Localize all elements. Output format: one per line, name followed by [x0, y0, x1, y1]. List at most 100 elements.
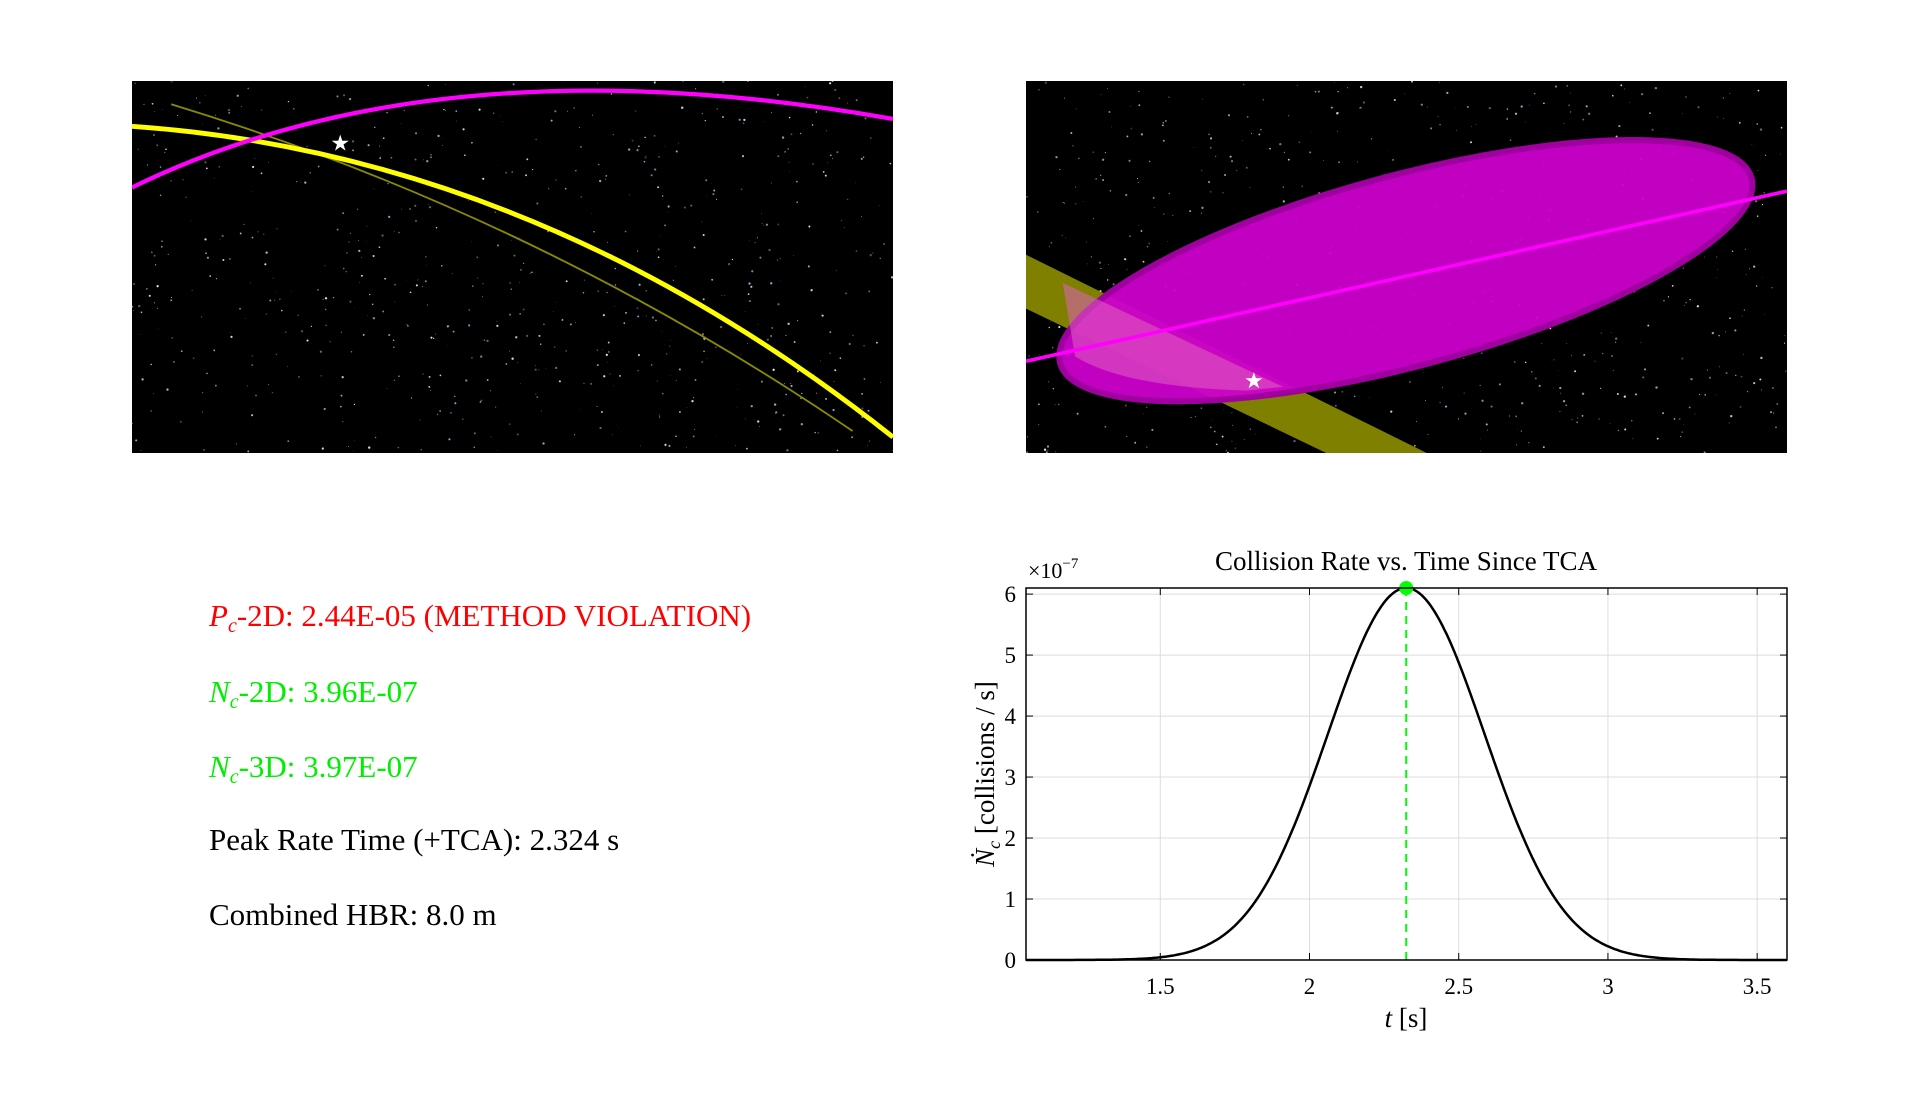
star	[763, 224, 765, 226]
star	[703, 350, 705, 353]
star	[300, 330, 304, 333]
star	[754, 242, 756, 244]
star	[520, 268, 522, 271]
star	[1201, 98, 1203, 100]
star	[398, 231, 400, 234]
star	[304, 181, 307, 184]
star	[454, 402, 457, 405]
star	[244, 317, 246, 319]
star	[636, 148, 639, 152]
star	[624, 230, 627, 233]
star	[889, 162, 892, 165]
star	[525, 174, 528, 177]
star	[324, 265, 326, 267]
star	[861, 215, 863, 217]
star	[1756, 215, 1759, 217]
star	[358, 282, 360, 283]
star	[716, 108, 719, 110]
star	[1515, 415, 1518, 418]
star	[814, 431, 816, 434]
star	[789, 170, 790, 172]
star	[354, 440, 355, 441]
star	[1490, 405, 1493, 408]
star	[440, 265, 443, 267]
star	[661, 392, 664, 395]
star	[394, 231, 395, 232]
star	[1506, 108, 1509, 110]
star	[522, 262, 525, 265]
star	[1430, 127, 1433, 130]
star	[411, 397, 413, 399]
star	[471, 356, 473, 359]
star	[408, 159, 409, 161]
star	[618, 374, 621, 377]
star	[1207, 180, 1211, 184]
star	[1049, 246, 1050, 248]
star	[1100, 267, 1102, 270]
star	[138, 304, 141, 308]
star	[160, 245, 163, 248]
star	[1514, 112, 1518, 115]
star	[1647, 324, 1650, 327]
star	[263, 233, 265, 235]
star	[664, 145, 665, 147]
star	[656, 380, 658, 382]
star	[864, 117, 867, 120]
star	[1642, 376, 1645, 379]
star	[539, 343, 542, 345]
star	[336, 95, 339, 98]
star	[1706, 369, 1709, 371]
star	[1262, 99, 1265, 101]
star	[824, 174, 827, 177]
star	[1052, 347, 1054, 349]
star	[264, 263, 267, 266]
star	[1190, 416, 1192, 418]
star	[441, 137, 442, 139]
star	[1154, 207, 1156, 208]
star	[1488, 107, 1491, 110]
star	[1553, 359, 1555, 361]
star	[132, 309, 134, 311]
star	[1108, 111, 1111, 113]
star	[1128, 159, 1131, 162]
star	[1743, 309, 1746, 311]
star	[1715, 394, 1717, 396]
stat-text: -3D: 3.97E-07	[238, 749, 418, 784]
star	[1566, 343, 1568, 344]
star	[1569, 111, 1572, 113]
star	[1055, 155, 1058, 159]
star	[513, 254, 516, 257]
star	[1065, 237, 1067, 239]
star	[627, 148, 631, 151]
star	[1446, 91, 1449, 95]
star	[609, 373, 611, 375]
star	[1585, 105, 1588, 108]
star	[631, 139, 634, 142]
star	[161, 109, 163, 110]
star	[1148, 160, 1151, 163]
star	[1052, 388, 1054, 390]
star	[428, 205, 432, 209]
star	[462, 128, 465, 131]
star	[455, 110, 458, 112]
star	[393, 379, 396, 381]
star	[1039, 354, 1040, 355]
star	[325, 324, 327, 327]
star	[502, 121, 503, 123]
star	[612, 133, 614, 136]
star	[251, 414, 254, 417]
star	[1534, 377, 1537, 380]
star	[388, 215, 391, 219]
star	[137, 148, 139, 150]
star	[1755, 200, 1758, 203]
star	[1731, 250, 1734, 252]
star	[1612, 369, 1614, 372]
star	[204, 161, 207, 164]
star	[723, 294, 725, 296]
star	[1059, 168, 1061, 171]
star	[251, 355, 253, 357]
star	[580, 196, 582, 198]
star	[668, 444, 671, 447]
star	[644, 136, 646, 139]
star	[793, 341, 796, 343]
